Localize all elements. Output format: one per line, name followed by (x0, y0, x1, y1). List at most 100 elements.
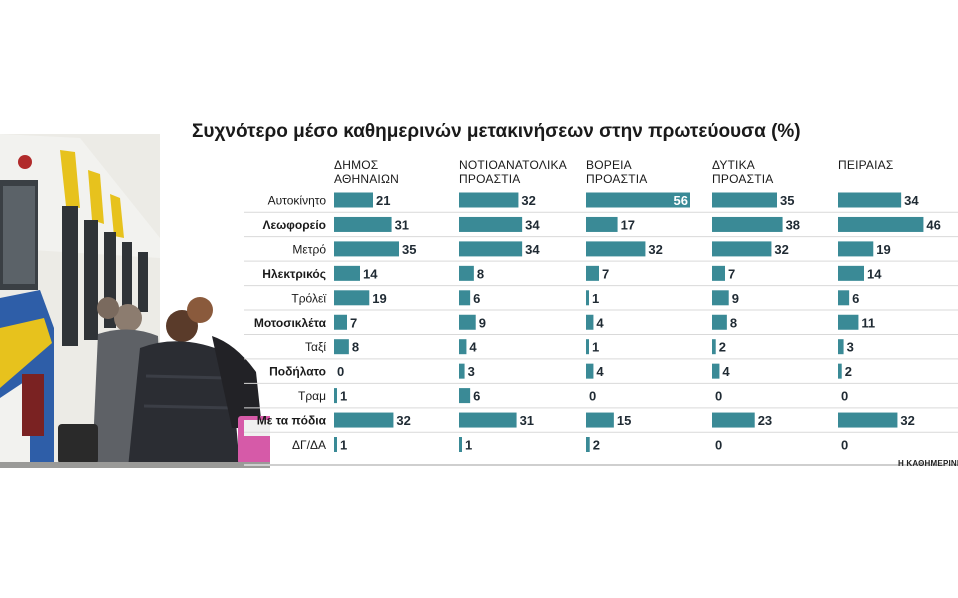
value-label: 31 (395, 217, 409, 232)
category-label: Αυτοκίνητο (268, 194, 327, 208)
bar (586, 265, 599, 281)
value-label: 19 (876, 242, 890, 257)
bar (586, 192, 690, 208)
bar (334, 241, 399, 257)
bar (586, 241, 646, 257)
bar (334, 265, 360, 281)
value-label: 0 (589, 389, 596, 404)
value-label: 2 (593, 438, 600, 453)
value-label: 3 (468, 364, 475, 379)
value-label: 9 (479, 315, 486, 330)
value-label: 0 (715, 438, 722, 453)
bar (838, 192, 902, 208)
bar (712, 265, 725, 281)
value-label: 21 (376, 193, 390, 208)
category-label: Ηλεκτρικός (262, 267, 326, 281)
value-label: 1 (592, 291, 599, 306)
bar (459, 363, 465, 379)
bar (586, 314, 594, 330)
value-label: 0 (841, 389, 848, 404)
series-heading: ΔΗΜΟΣ (334, 158, 378, 172)
category-label: Με τα πόδια (257, 414, 327, 428)
category-label: Μετρό (292, 242, 326, 256)
value-label: 6 (473, 291, 480, 306)
value-label: 0 (715, 389, 722, 404)
value-label: 0 (337, 364, 344, 379)
value-label: 8 (352, 340, 359, 355)
value-label: 34 (904, 193, 919, 208)
bar (459, 216, 523, 232)
bar (586, 290, 589, 306)
bar (334, 339, 349, 355)
bar (334, 290, 370, 306)
bar (586, 412, 614, 428)
value-label: 34 (525, 242, 540, 257)
bar (712, 241, 772, 257)
bar (586, 363, 594, 379)
chart-title: Συχνότερο μέσο καθημερινών μετακινήσεων … (192, 121, 801, 142)
bar (712, 290, 729, 306)
value-label: 1 (592, 340, 599, 355)
bar (334, 192, 373, 208)
bar (334, 412, 394, 428)
value-label: 8 (477, 266, 484, 281)
value-label: 1 (340, 389, 347, 404)
value-label: 14 (867, 266, 882, 281)
bar (334, 437, 337, 452)
bar (334, 216, 392, 232)
bar (586, 339, 589, 355)
bar (459, 314, 476, 330)
value-label: 2 (845, 364, 852, 379)
value-label: 23 (758, 413, 772, 428)
value-label: 31 (520, 413, 534, 428)
series-heading: ΝΟΤΙΟΑΝΑΤΟΛΙΚΑ (459, 158, 567, 172)
value-label: 4 (596, 315, 604, 330)
value-label: 19 (372, 291, 386, 306)
value-label: 46 (926, 217, 940, 232)
bar (459, 437, 462, 452)
value-label: 1 (465, 438, 472, 453)
category-label: Τρόλεϊ (291, 291, 326, 305)
series-heading: ΠΡΟΑΣΤΙΑ (586, 172, 647, 186)
value-label: 17 (621, 217, 635, 232)
bar (838, 290, 850, 306)
series-heading: ΠΡΟΑΣΤΙΑ (712, 172, 773, 186)
category-label: Λεωφορείο (262, 218, 326, 232)
bar (459, 192, 519, 208)
bar (586, 216, 618, 232)
bar (712, 216, 783, 232)
value-label: 32 (521, 193, 535, 208)
bar (838, 265, 864, 281)
bar (334, 314, 347, 330)
bar (459, 388, 471, 404)
category-label: Ταξί (305, 340, 326, 354)
value-label: 34 (525, 217, 540, 232)
value-label: 6 (852, 291, 859, 306)
bar (712, 314, 727, 330)
value-label: 7 (602, 266, 609, 281)
value-label: 9 (732, 291, 739, 306)
value-label: 0 (841, 438, 848, 453)
series-heading: ΔΥΤΙΚΑ (712, 158, 755, 172)
value-label: 3 (847, 340, 854, 355)
value-label: 4 (722, 364, 730, 379)
bar (712, 412, 755, 428)
value-label: 11 (861, 315, 875, 330)
bus-passengers-photo (0, 134, 270, 468)
value-label: 56 (674, 193, 688, 208)
value-label: 6 (473, 389, 480, 404)
value-label: 2 (719, 340, 726, 355)
series-heading: ΑΘΗΝΑΙΩΝ (334, 172, 399, 186)
value-label: 38 (786, 217, 800, 232)
bar (459, 265, 474, 281)
series-heading: ΠΕΙΡΑΙΑΣ (838, 158, 893, 172)
source-credit: Η ΚΑΘΗΜΕΡΙΝΗ (898, 459, 958, 468)
category-label: Μοτοσικλέτα (254, 316, 327, 330)
bar (838, 241, 874, 257)
value-label: 7 (728, 266, 735, 281)
category-label: ΔΓ/ΔΑ (292, 438, 326, 452)
value-label: 8 (730, 315, 737, 330)
value-label: 4 (596, 364, 604, 379)
category-label: Τραμ (298, 389, 326, 403)
bar (459, 290, 471, 306)
